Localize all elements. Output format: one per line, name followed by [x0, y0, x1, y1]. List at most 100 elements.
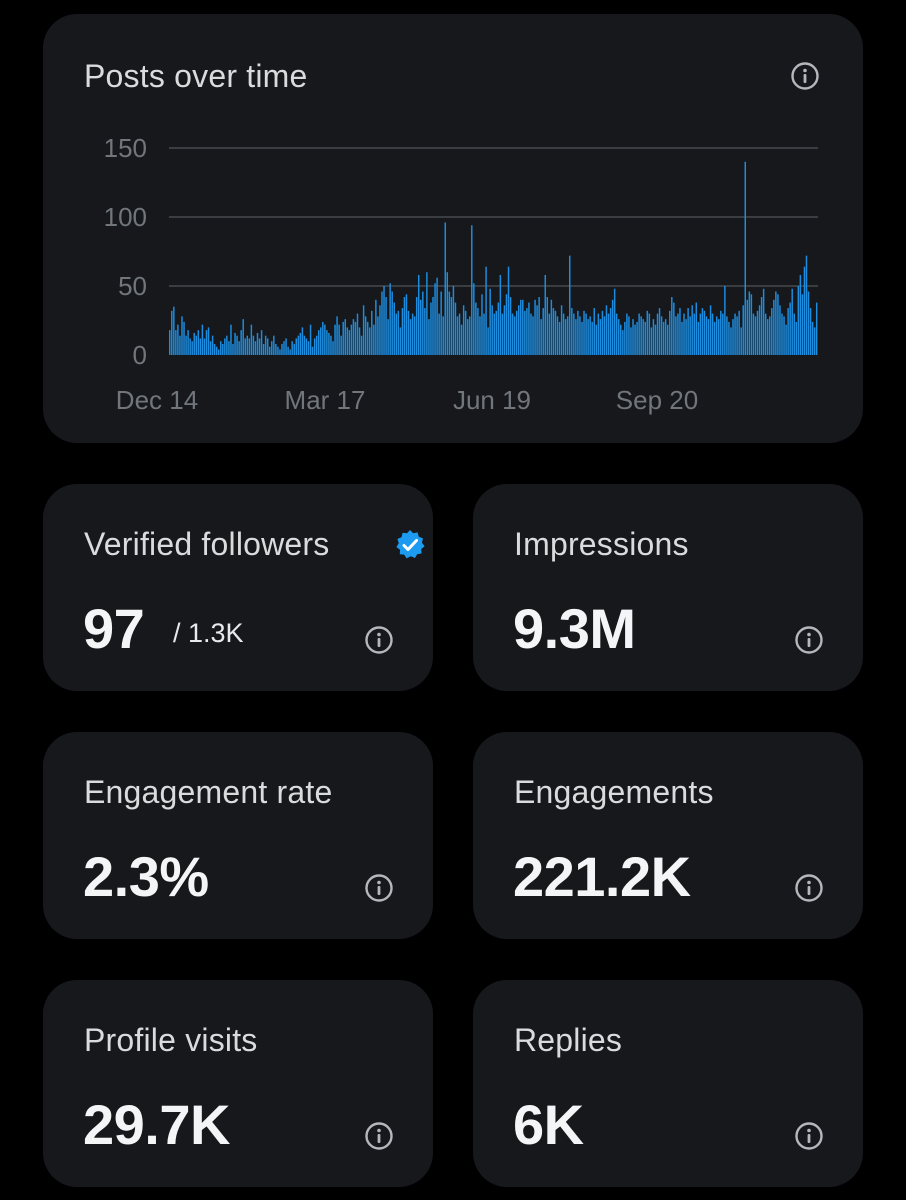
y-tick-label: 150 [104, 133, 147, 163]
bar [583, 310, 585, 355]
bar [191, 341, 193, 355]
bar [489, 288, 491, 355]
bar [511, 313, 514, 355]
bar [666, 324, 669, 355]
bar [801, 294, 804, 355]
stat-card-engagements[interactable]: Engagements 221.2K [473, 732, 863, 939]
bar [507, 266, 510, 355]
bar [624, 321, 626, 355]
stat-card-engagement-rate[interactable]: Engagement rate 2.3% [43, 732, 433, 939]
stat-card-verified-followers[interactable]: Verified followers 97 / 1.3K [43, 484, 433, 691]
info-icon[interactable] [794, 873, 824, 903]
bar [342, 321, 344, 355]
bar [644, 321, 646, 355]
bar [244, 338, 246, 355]
bar [597, 313, 600, 355]
bar [775, 291, 777, 355]
bar [313, 338, 316, 355]
bar [248, 338, 251, 355]
bar [393, 302, 395, 355]
bar [764, 313, 767, 355]
info-icon[interactable] [364, 625, 394, 655]
bar [734, 313, 736, 355]
bar [275, 343, 277, 355]
bar [544, 274, 546, 355]
bar [315, 335, 318, 355]
bar [199, 338, 202, 355]
stat-value: 221.2K [513, 845, 691, 908]
bar [458, 313, 461, 355]
bar [364, 316, 367, 355]
bar [307, 341, 310, 355]
stat-card-replies[interactable]: Replies 6K [473, 980, 863, 1187]
bar [730, 327, 732, 355]
bar [295, 338, 297, 355]
bar [673, 302, 675, 355]
bar [479, 316, 481, 355]
bar [617, 319, 620, 355]
bar [381, 291, 383, 355]
bar [273, 335, 275, 355]
chart-title: Posts over time [84, 58, 308, 94]
bar [642, 319, 644, 355]
bar [701, 308, 704, 355]
bar [634, 324, 636, 355]
bar [213, 343, 216, 355]
bar [789, 302, 791, 355]
bar [720, 310, 722, 355]
info-icon[interactable] [364, 873, 394, 903]
bar [515, 310, 518, 355]
stat-card-profile-visits[interactable]: Profile visits 29.7K [43, 980, 433, 1187]
bar [620, 324, 622, 355]
bar [746, 299, 749, 355]
bar [405, 294, 408, 355]
bar [613, 288, 616, 355]
bar [766, 319, 769, 355]
stat-value: 97 [83, 597, 145, 660]
info-icon[interactable] [790, 61, 820, 91]
bar [330, 335, 332, 355]
bar [181, 316, 183, 355]
bar [203, 338, 206, 355]
bar [609, 308, 612, 355]
bar [548, 313, 551, 355]
bar [385, 297, 387, 355]
bar [371, 310, 373, 355]
bar [379, 305, 381, 355]
bar [413, 316, 416, 355]
info-icon[interactable] [364, 1121, 394, 1151]
bar [432, 297, 434, 355]
bar [571, 308, 573, 355]
bar [430, 302, 432, 355]
bar [630, 327, 632, 355]
bar [556, 316, 559, 355]
bar [454, 302, 457, 355]
bar [387, 319, 389, 355]
bar [426, 272, 428, 355]
bar [481, 294, 483, 355]
bar [675, 316, 677, 355]
bar [189, 338, 191, 355]
bar [554, 310, 557, 355]
bar [293, 343, 295, 355]
bar [632, 319, 634, 355]
bar [324, 324, 326, 355]
info-icon[interactable] [794, 1121, 824, 1151]
stat-sub-value: / 1.3K [173, 618, 244, 648]
bar [595, 324, 598, 355]
bar [787, 308, 789, 355]
bar [785, 324, 787, 355]
bar [215, 346, 218, 355]
x-tick-label: Sep 20 [616, 385, 698, 415]
bar [485, 266, 487, 355]
bar [322, 321, 324, 355]
bar [452, 286, 455, 355]
stat-card-impressions[interactable]: Impressions 9.3M [473, 484, 863, 691]
bar [391, 291, 393, 355]
bar [409, 319, 412, 355]
bar [469, 316, 471, 355]
bar [350, 324, 353, 355]
info-icon[interactable] [794, 625, 824, 655]
bar [575, 319, 577, 355]
bar [534, 299, 536, 355]
